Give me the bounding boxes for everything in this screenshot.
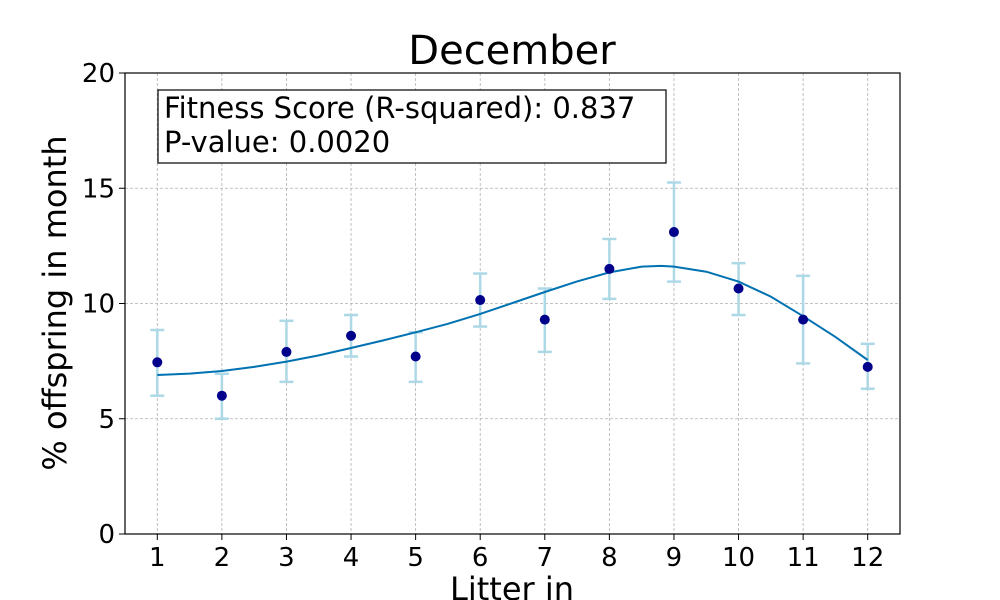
x-tick-label: 9	[666, 543, 683, 573]
x-tick-label: 8	[601, 543, 618, 573]
x-tick-label: 10	[722, 543, 755, 573]
stats-annotation-box: Fitness Score (R-squared): 0.837 P-value…	[157, 89, 667, 164]
x-tick-label: 5	[407, 543, 424, 573]
x-tick-label: 6	[472, 543, 489, 573]
fit-line-group	[157, 264, 869, 376]
data-point	[475, 295, 486, 306]
p-value-text: P-value: 0.0020	[164, 125, 390, 159]
data-point	[152, 357, 163, 368]
data-point	[410, 351, 421, 362]
x-tick-label: 3	[278, 543, 295, 573]
data-point	[281, 346, 292, 357]
y-tick-label: 15	[82, 174, 115, 204]
fitness-score-text: Fitness Score (R-squared): 0.837	[164, 91, 635, 125]
x-tick-label: 1	[149, 543, 166, 573]
x-axis-ticks: 1 2 3 4 5 6 7 8 9 10 11 12	[149, 534, 884, 573]
stats-box-frame	[157, 89, 667, 164]
data-point	[733, 283, 744, 294]
data-point	[604, 263, 615, 274]
x-axis-label: Litter in	[450, 570, 574, 600]
data-point	[862, 361, 873, 372]
x-tick-label: 12	[851, 543, 884, 573]
x-tick-label: 11	[787, 543, 820, 573]
data-point	[216, 390, 227, 401]
y-axis-ticks: 0 5 10 15 20	[82, 59, 125, 550]
y-tick-label: 20	[82, 59, 115, 89]
y-tick-label: 0	[98, 520, 115, 550]
y-tick-label: 10	[82, 290, 115, 320]
data-point	[798, 314, 809, 325]
y-axis-label: % offspring in month	[36, 135, 74, 470]
data-point	[539, 314, 550, 325]
data-points	[152, 227, 873, 401]
x-tick-label: 7	[537, 543, 554, 573]
chart-title: December	[408, 28, 616, 74]
y-tick-label: 5	[98, 405, 115, 435]
x-tick-label: 2	[214, 543, 231, 573]
data-point	[668, 227, 679, 238]
x-tick-label: 4	[343, 543, 360, 573]
fit-line	[157, 264, 869, 376]
data-point	[346, 330, 357, 341]
